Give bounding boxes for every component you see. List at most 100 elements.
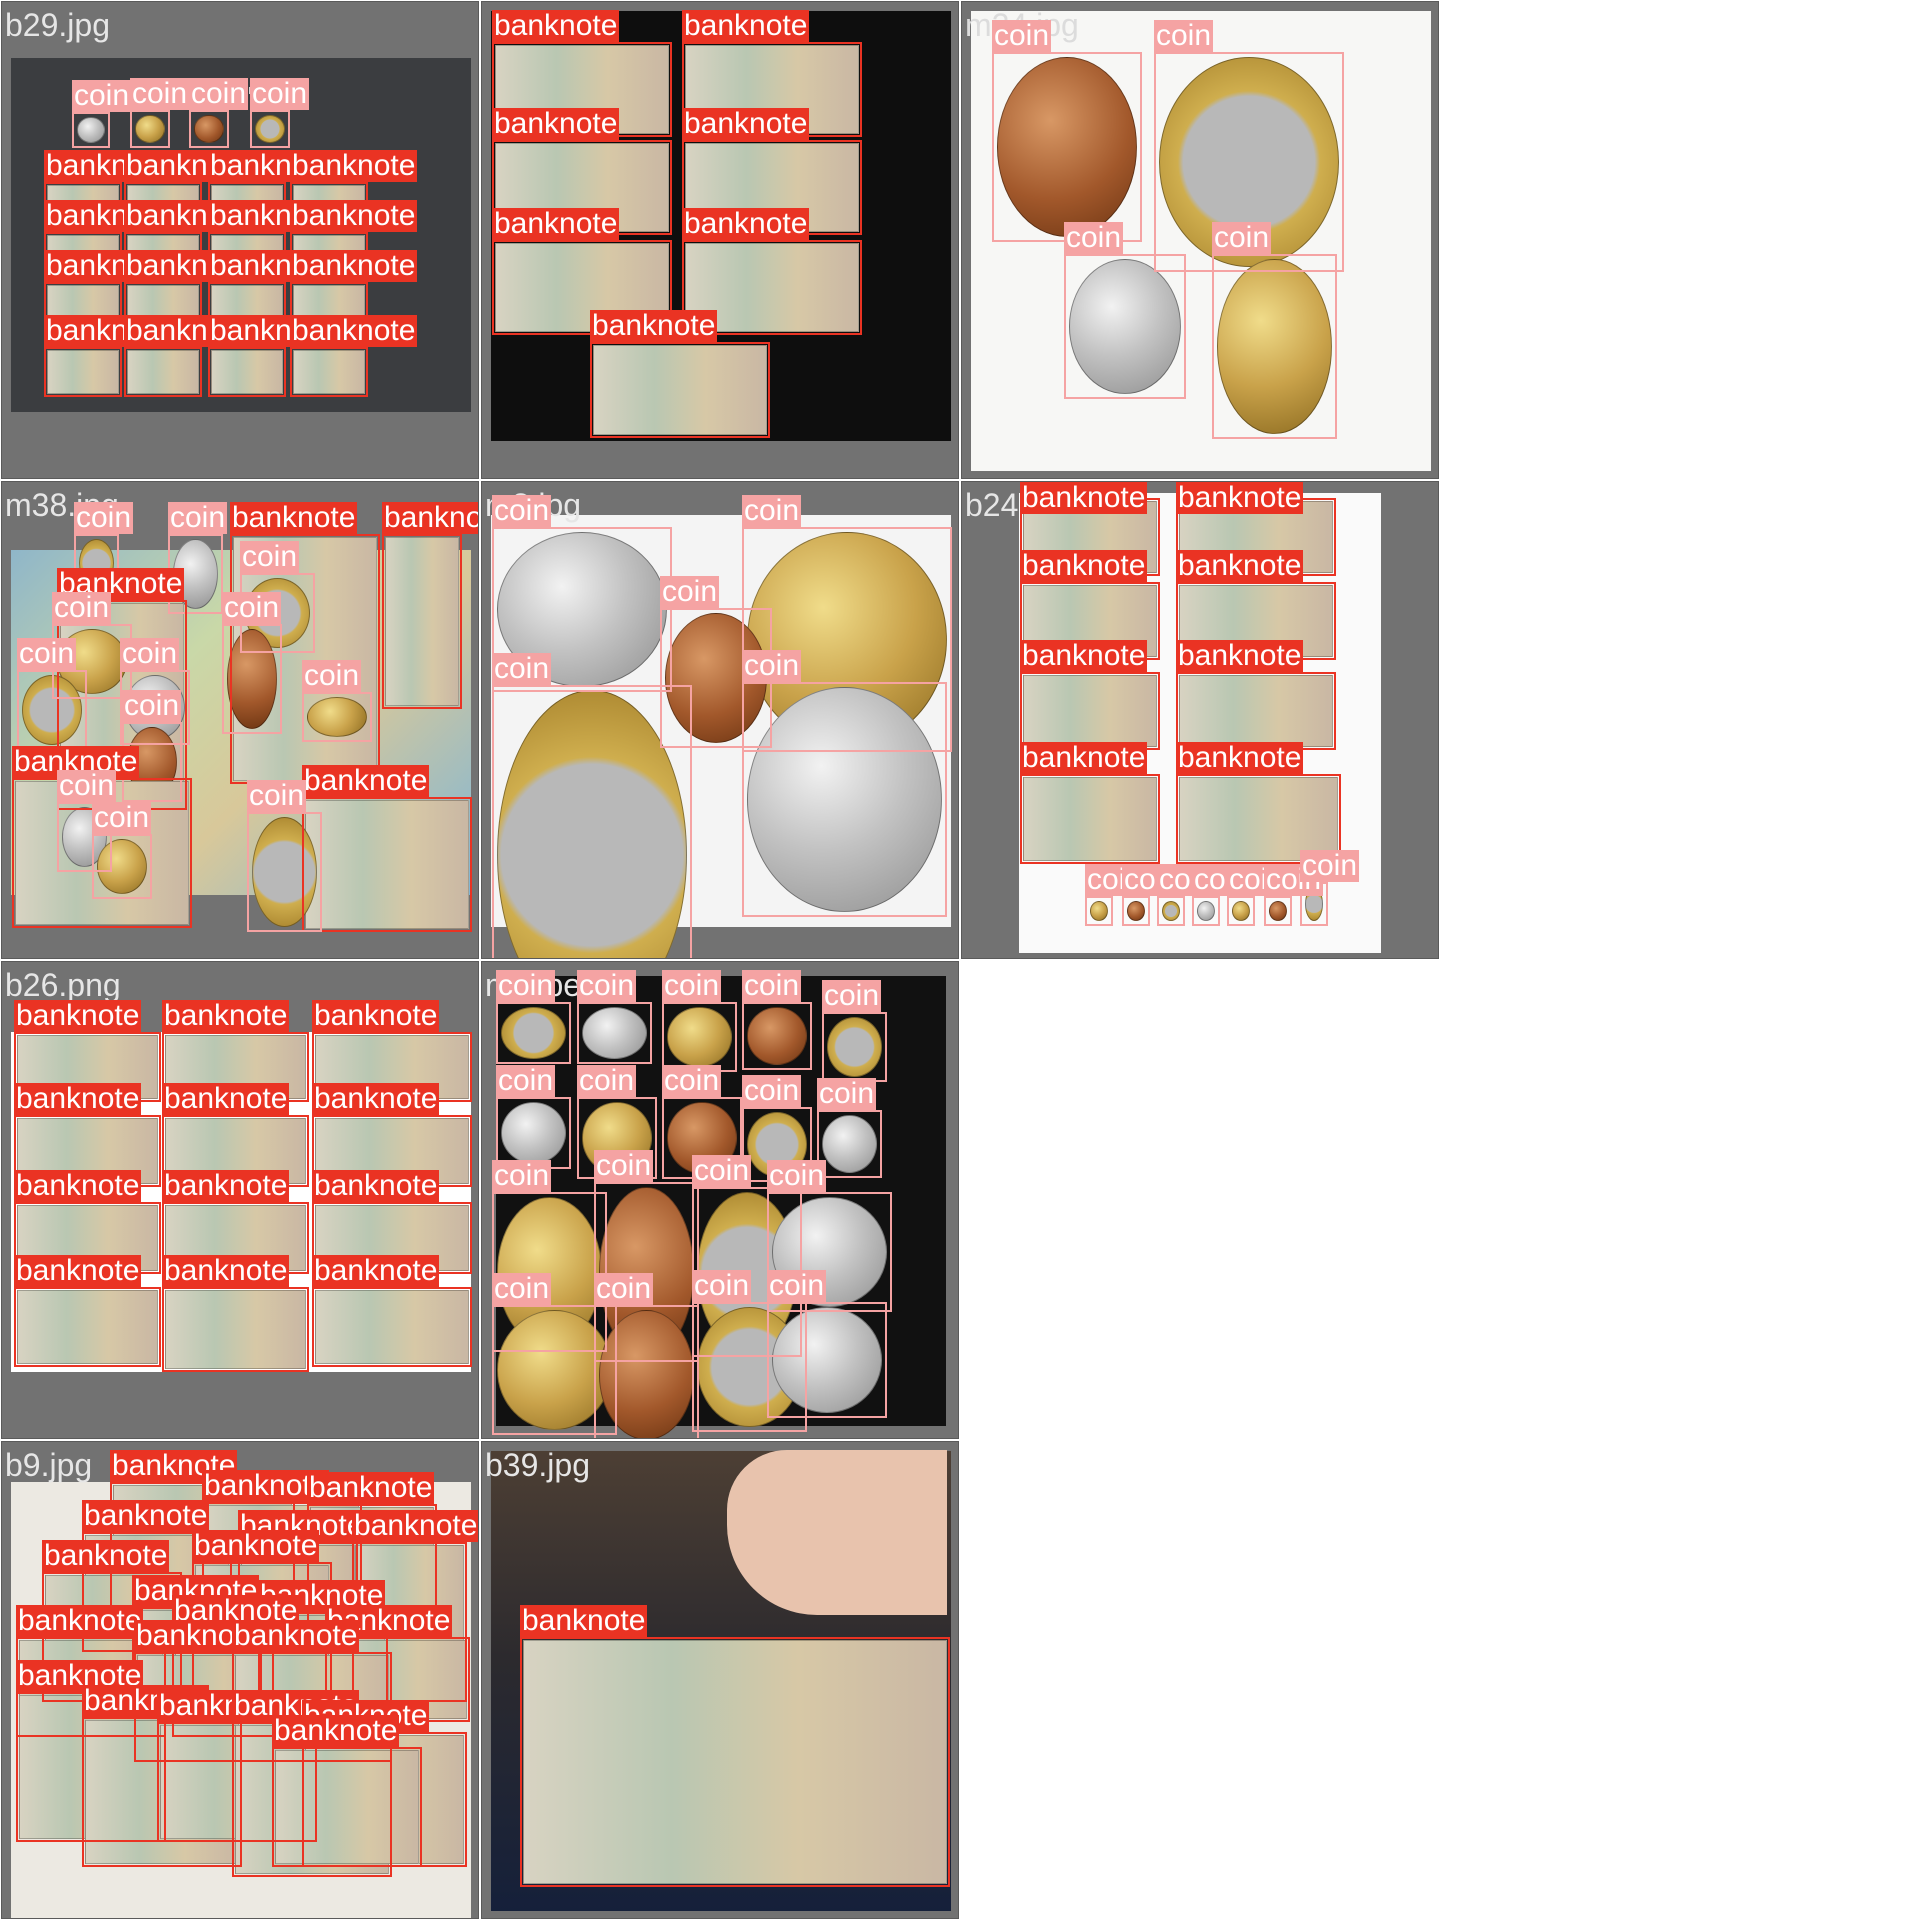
coin-class-label: coin — [1212, 221, 1272, 254]
coin-detection-box[interactable] — [496, 1002, 571, 1064]
coin-image — [307, 697, 367, 737]
banknote-detection-box[interactable] — [1176, 672, 1336, 750]
banknote-image — [593, 345, 767, 435]
banknote-class-label: banknote — [312, 1082, 440, 1115]
banknote-class-label: banknote — [682, 9, 810, 42]
coin-detection-box[interactable] — [767, 1192, 892, 1312]
coin-detection-box[interactable] — [1192, 896, 1220, 926]
banknote-detection-box[interactable] — [162, 1287, 309, 1372]
coin-class-label: coin — [492, 1272, 552, 1305]
banknote-detection-box[interactable] — [492, 240, 672, 335]
coin-detection-box[interactable] — [1064, 254, 1186, 399]
coin-image — [194, 115, 224, 143]
coin-class-label: coin — [492, 494, 552, 527]
coin-detection-box[interactable] — [222, 624, 282, 734]
coin-detection-box[interactable] — [492, 685, 692, 958]
coin-detection-box[interactable] — [742, 1002, 812, 1070]
coin-class-label: coin — [168, 501, 228, 534]
coin-class-label: coin — [130, 77, 190, 110]
coin-detection-box[interactable] — [742, 527, 952, 752]
coin-class-label: coin — [52, 591, 112, 624]
banknote-detection-box[interactable] — [590, 342, 770, 438]
coin-detection-box[interactable] — [57, 802, 112, 872]
banknote-image — [1023, 777, 1157, 861]
coin-detection-box[interactable] — [1227, 896, 1255, 926]
coin-detection-box[interactable] — [767, 1302, 887, 1418]
coin-image — [77, 117, 105, 143]
banknote-class-label: banknote — [290, 149, 418, 182]
banknote-detection-box[interactable] — [290, 347, 368, 397]
banknote-class-label: banknote — [520, 1604, 648, 1637]
coin-detection-box[interactable] — [130, 110, 170, 148]
coin-detection-box[interactable] — [692, 1302, 807, 1432]
coin-image — [501, 1102, 566, 1164]
banknote-class-label: banknote — [162, 1169, 290, 1202]
coin-detection-box[interactable] — [247, 812, 322, 932]
coin-image — [255, 115, 285, 143]
coin-detection-box[interactable] — [1122, 896, 1150, 926]
image-tile-b9[interactable]: b9.jpg banknote banknote banknote banknote b… — [1, 1441, 479, 1919]
coin-detection-box[interactable] — [492, 1305, 617, 1435]
banknote-detection-box[interactable] — [272, 1747, 422, 1867]
coin-detection-box[interactable] — [302, 692, 372, 742]
image-tile-lire[interactable]: m?.jpeg coincoincoincoincoincoincoincoin… — [481, 961, 959, 1439]
banknote-detection-box[interactable] — [1176, 774, 1341, 864]
coin-detection-box[interactable] — [662, 1002, 737, 1072]
banknote-detection-box[interactable] — [312, 1287, 472, 1367]
coin-detection-box[interactable] — [1085, 896, 1113, 926]
image-tile-b24[interactable]: b24 banknote banknote banknote banknote bank… — [961, 481, 1439, 959]
coin-detection-box[interactable] — [250, 110, 290, 148]
banknote-class-label: banknote — [290, 314, 418, 347]
banknote-class-label: banknote — [162, 1254, 290, 1287]
banknote-detection-box[interactable] — [208, 347, 286, 397]
coin-detection-box[interactable] — [822, 1012, 887, 1082]
coin-detection-box[interactable] — [1212, 254, 1337, 439]
coin-detection-box[interactable] — [817, 1110, 882, 1178]
image-tile-b29[interactable]: БАНКНОТЫ РЕСПУБЛИКИ ИНДИЯ b29.jpg coinco… — [1, 1, 479, 479]
banknote-class-label: banknote — [492, 207, 620, 240]
banknote-detection-box[interactable] — [124, 347, 202, 397]
coin-image — [1197, 901, 1215, 921]
coin-image — [252, 817, 317, 927]
banknote-detection-box[interactable] — [14, 1287, 161, 1367]
coin-image — [1090, 901, 1108, 921]
coin-detection-box[interactable] — [1157, 896, 1185, 926]
banknote-detection-box[interactable] — [520, 1637, 950, 1887]
coin-detection-box[interactable] — [92, 834, 152, 899]
coin-detection-box[interactable] — [189, 110, 229, 148]
image-tile-m38[interactable]: m38.jpg coincoinbanknotebanknotecoinbank… — [1, 481, 479, 959]
coin-detection-box[interactable] — [742, 682, 947, 917]
coin-detection-box[interactable] — [992, 52, 1142, 242]
image-tile-b26[interactable]: b26.png banknote banknote banknote banknote… — [1, 961, 479, 1439]
coin-detection-box[interactable] — [577, 1002, 652, 1064]
banknote-detection-box[interactable] — [44, 347, 122, 397]
banknote-class-label: banknote — [312, 999, 440, 1032]
coin-class-label: coin — [250, 77, 310, 110]
banknote-detection-box[interactable] — [1020, 672, 1160, 750]
coin-detection-box[interactable] — [492, 1192, 607, 1352]
coin-detection-box[interactable] — [1154, 52, 1344, 272]
banknote-detection-box[interactable] — [1020, 774, 1160, 864]
image-tile-dollars[interactable]: banknote banknote banknote banknote banknote… — [481, 1, 959, 479]
coin-detection-box[interactable] — [72, 112, 110, 148]
banknote-class-label: banknote — [682, 207, 810, 240]
banknote-detection-box[interactable] — [302, 797, 472, 932]
coin-detection-box[interactable] — [1264, 896, 1292, 926]
coin-class-label: coin — [594, 1272, 654, 1305]
banknote-class-label: banknote — [230, 501, 358, 534]
coin-detection-box[interactable] — [17, 670, 87, 750]
image-tile-b39[interactable]: b39.jpg banknote — [481, 1441, 959, 1919]
banknote-class-label: banknote — [14, 1254, 142, 1287]
coin-detection-box[interactable] — [594, 1305, 699, 1438]
coin-class-label: coin — [189, 77, 249, 110]
coin-class-label: coin — [302, 659, 362, 692]
coin-image — [997, 57, 1137, 237]
banknote-detection-box[interactable] — [382, 534, 462, 709]
coin-class-label: coin — [492, 652, 552, 685]
banknote-detection-box[interactable] — [682, 240, 862, 335]
coin-detection-box[interactable] — [120, 670, 190, 745]
coin-image — [747, 687, 942, 912]
banknote-class-label: banknote — [312, 1169, 440, 1202]
